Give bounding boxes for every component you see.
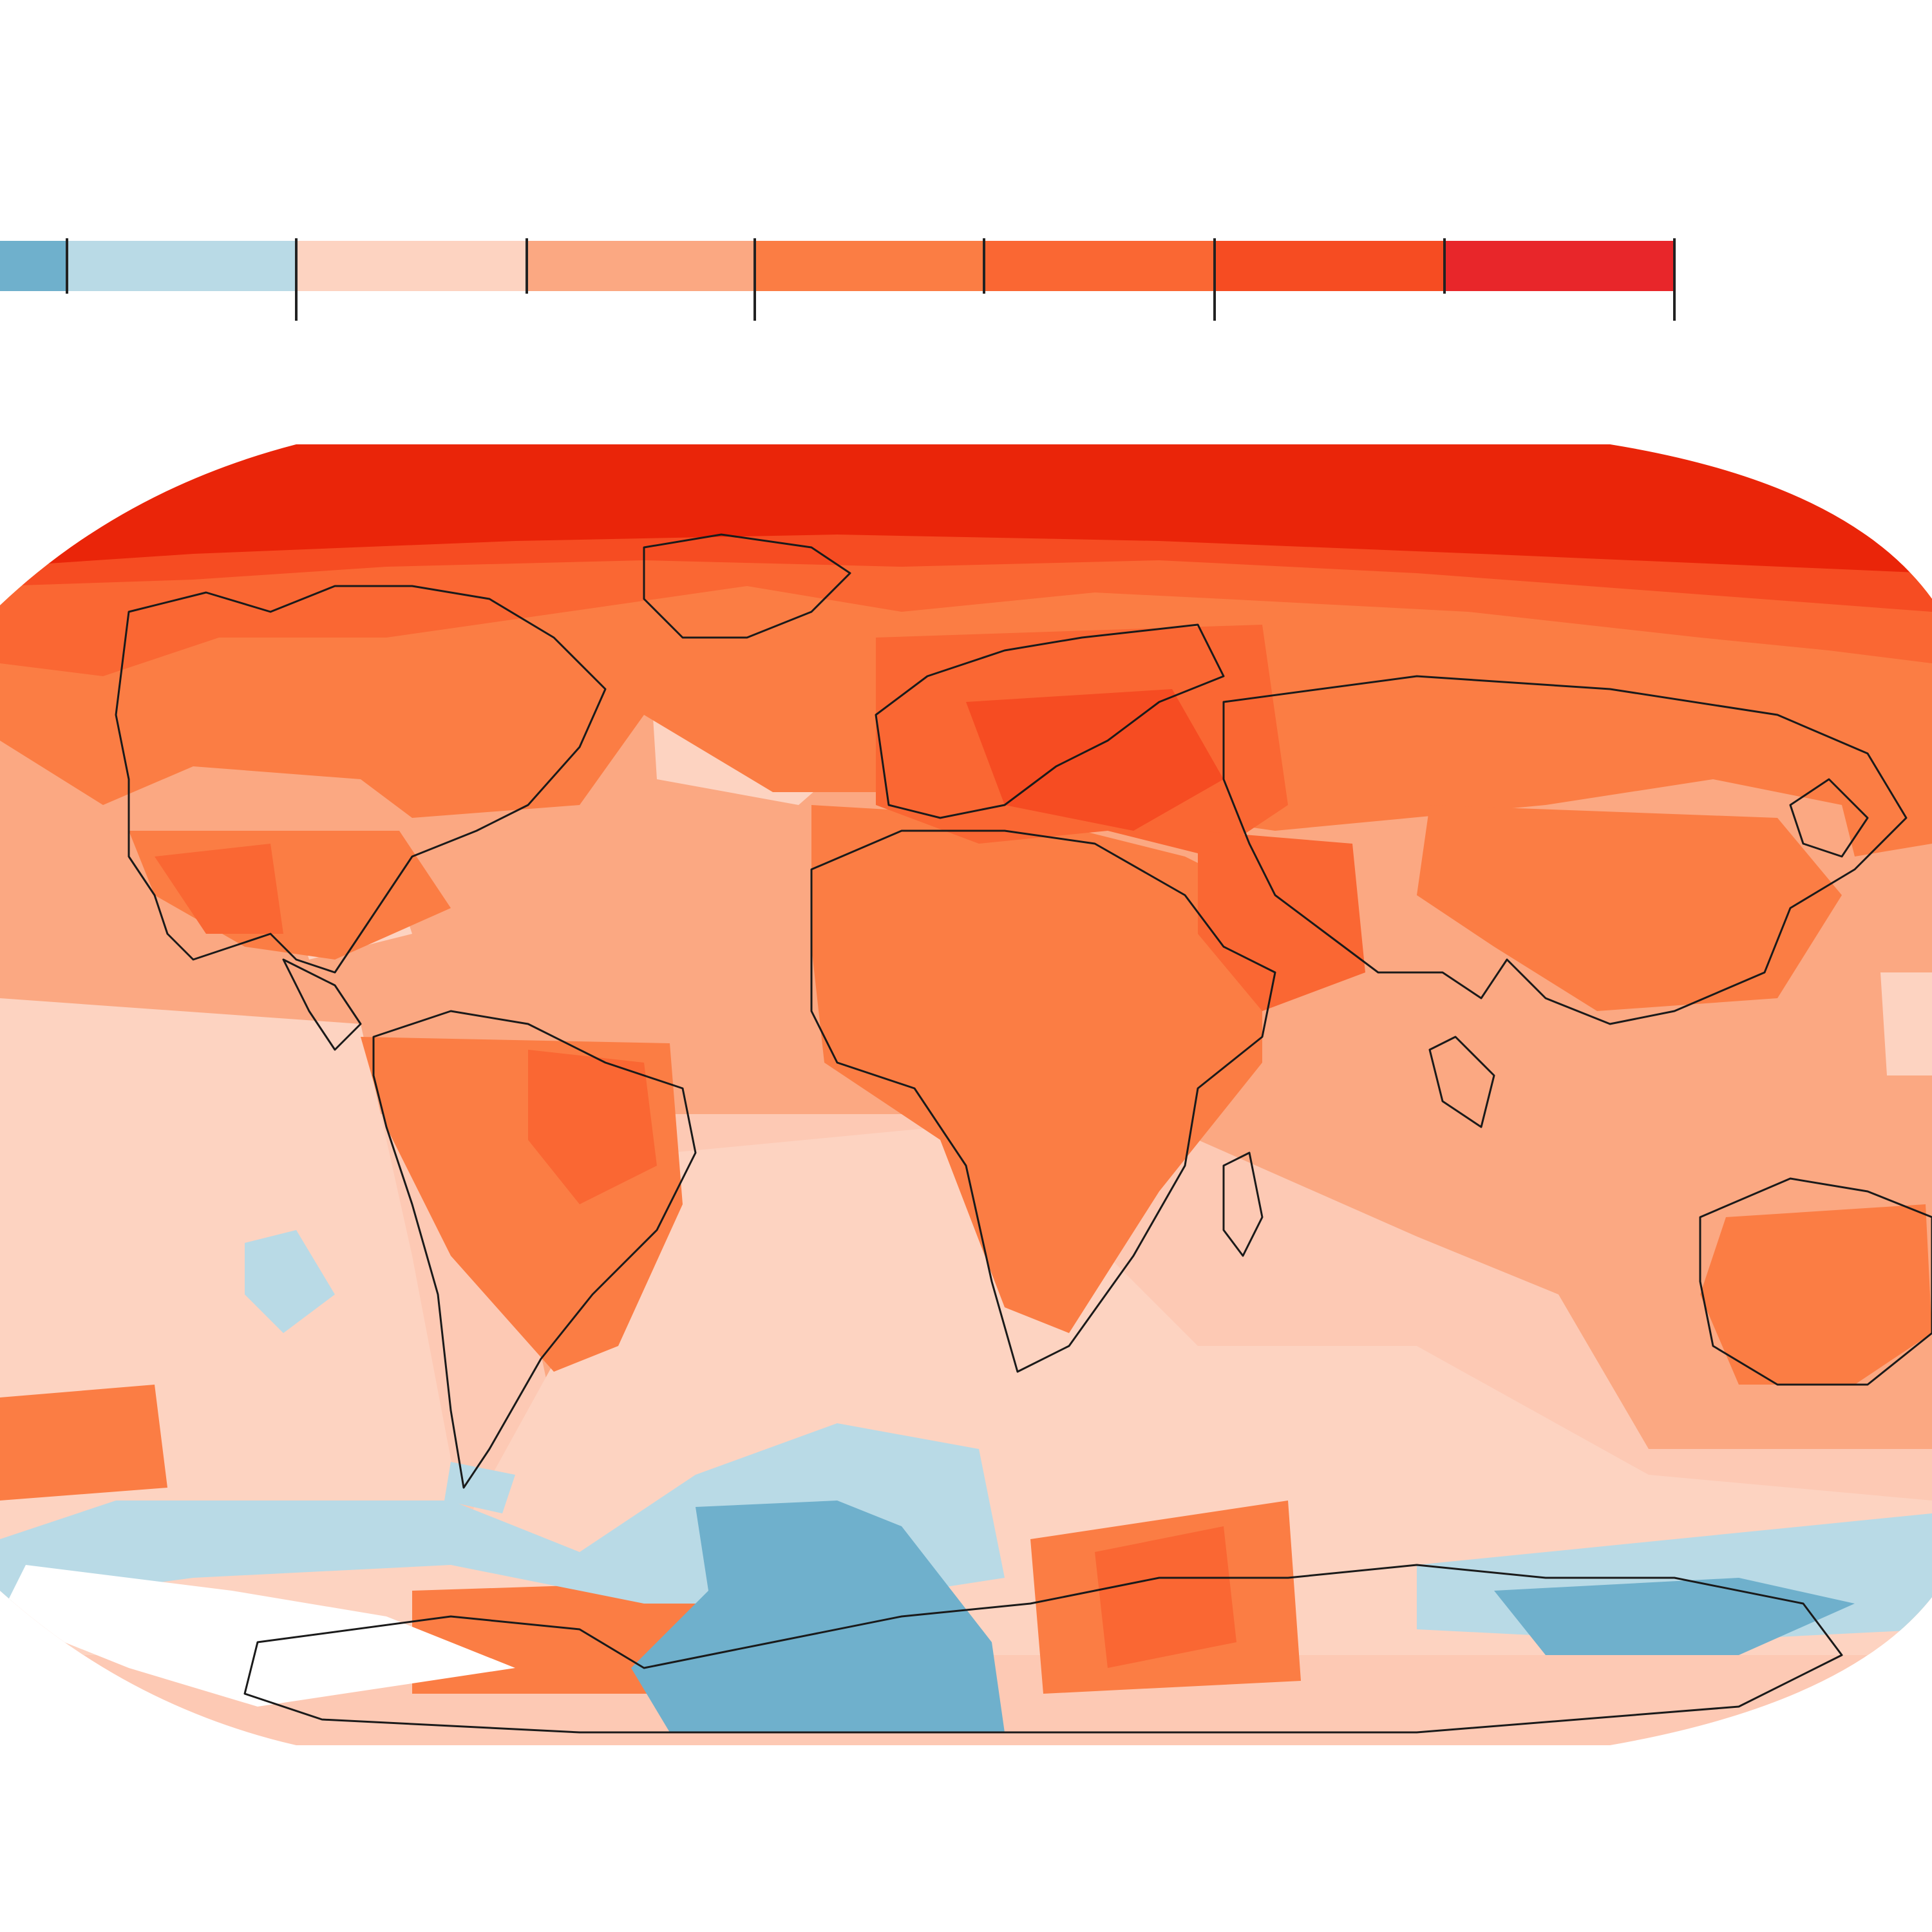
arctic-hottest: [0, 444, 1932, 573]
ross-sea-cold-strong: [1494, 1578, 1855, 1655]
legend-swatch-3: [296, 241, 527, 291]
southwest-us-hot: [155, 844, 283, 934]
west-pacific-light: [1880, 972, 1932, 1075]
no-data-area: [0, 1565, 515, 1707]
europe-coast: [875, 623, 1225, 819]
eastern-europe-hotter: [966, 689, 1224, 831]
legend-swatch-4: [527, 241, 755, 291]
legend-swatch-1: [0, 241, 67, 291]
legend-swatch-7: [1215, 241, 1444, 291]
antarctica-coast: [243, 1564, 1843, 1734]
africa-warm: [811, 805, 1262, 1333]
pacific-west-warm: [0, 1385, 167, 1501]
indonesia-coast: [1428, 1036, 1495, 1128]
antarctic-hot: [1095, 1526, 1236, 1668]
legend-swatch-5: [755, 241, 984, 291]
asia-warm: [1417, 805, 1842, 1011]
coastline-layer: [115, 533, 1932, 1734]
asia-coast: [1222, 675, 1908, 1025]
anomaly-fill-layer: [0, 444, 1932, 1745]
madagascar-coast: [1222, 1151, 1264, 1257]
weddell-sea-cold-strong: [631, 1501, 1005, 1732]
australia-coast: [1699, 1177, 1932, 1386]
legend-swatch-6: [984, 241, 1215, 291]
north-america-coast: [115, 585, 607, 974]
legend-swatch-2: [67, 241, 296, 291]
amazon-hot: [528, 1050, 657, 1204]
middle-east-hot: [1198, 831, 1365, 1011]
australia-warm: [1700, 1204, 1932, 1385]
arctic-hotter: [0, 535, 1932, 612]
japan-coast: [1789, 778, 1869, 858]
color-scale-legend: [0, 238, 1676, 321]
legend-swatch-8: [1444, 241, 1674, 291]
greenland-coast: [643, 533, 851, 639]
africa-coast: [810, 829, 1276, 1373]
central-america-coast: [282, 958, 362, 1051]
south-america-coast: [372, 1010, 697, 1489]
south-pacific-cold-patch: [245, 1230, 335, 1333]
temperature-anomaly-map: [0, 444, 1932, 1745]
